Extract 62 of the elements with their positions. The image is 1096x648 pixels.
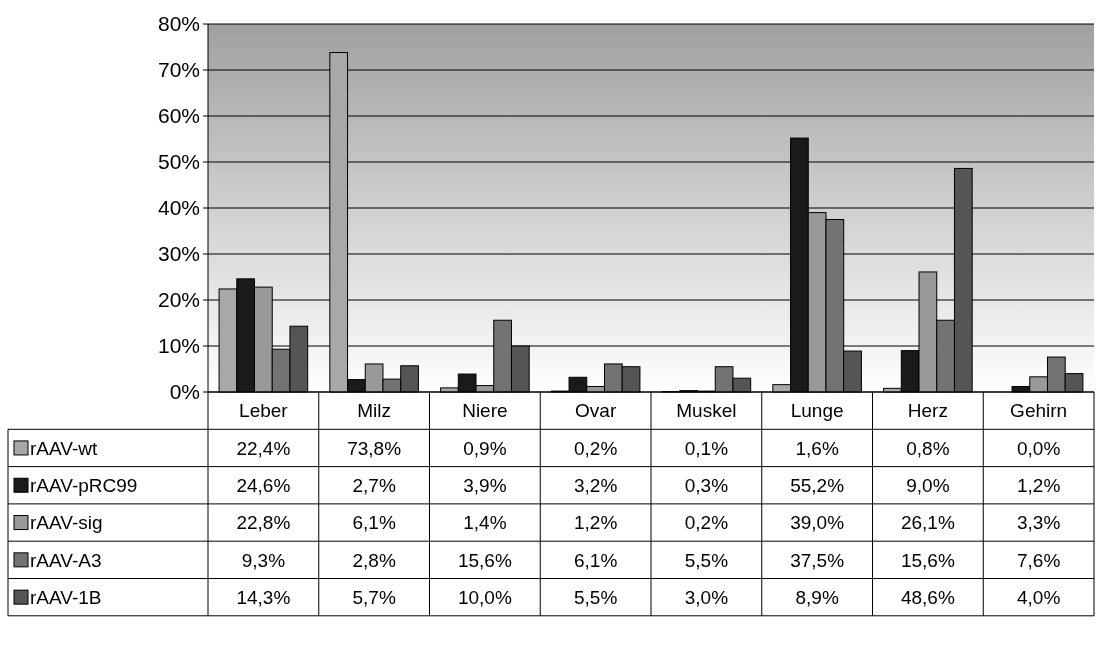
data-label: 0,2%: [573, 437, 618, 459]
data-label: 0,1%: [684, 437, 729, 459]
data-label: 15,6%: [457, 549, 512, 571]
legend-label: rAAV-sig: [30, 512, 103, 534]
data-label: 3,9%: [463, 474, 507, 496]
data-label: 0,3%: [684, 474, 729, 496]
data-label: 3,0%: [684, 586, 729, 608]
x-tick-label: Leber: [239, 400, 289, 422]
legend-label: rAAV-pRC99: [30, 474, 138, 496]
data-label: 48,6%: [900, 586, 955, 608]
data-label: 39,0%: [790, 512, 845, 534]
x-tick-label: Lunge: [790, 400, 844, 422]
y-tick-label: 0%: [169, 380, 200, 404]
data-label: 9,3%: [241, 549, 286, 571]
legend-label: rAAV-wt: [30, 437, 98, 459]
x-tick-label: Muskel: [676, 400, 737, 422]
data-label: 2,7%: [352, 474, 396, 496]
data-label: 0,9%: [463, 437, 507, 459]
data-label: 7,6%: [1016, 549, 1061, 571]
y-tick-label: 70%: [157, 58, 200, 82]
y-tick-label: 80%: [157, 12, 200, 36]
data-label: 15,6%: [900, 549, 955, 571]
x-tick-label: Herz: [907, 400, 948, 422]
data-label: 0,8%: [906, 437, 950, 459]
data-label: 3,3%: [1016, 512, 1061, 534]
y-tick-label: 50%: [157, 150, 200, 174]
data-label: 55,2%: [790, 474, 845, 496]
data-label: 3,2%: [573, 474, 618, 496]
x-tick-label: Gehirn: [1010, 400, 1068, 422]
legend-label: rAAV-A3: [30, 549, 102, 571]
data-label: 9,0%: [906, 474, 950, 496]
data-label: 6,1%: [573, 549, 618, 571]
data-label: 5,5%: [573, 586, 618, 608]
x-tick-label: Ovar: [575, 400, 617, 422]
data-label: 2,8%: [352, 549, 396, 571]
x-tick-label: Niere: [462, 400, 508, 422]
data-label: 0,0%: [1016, 437, 1061, 459]
data-label: 26,1%: [900, 512, 955, 534]
data-label: 5,5%: [684, 549, 729, 571]
x-tick-label: Milz: [357, 400, 392, 422]
data-label: 8,9%: [795, 586, 839, 608]
data-label: 14,3%: [236, 586, 291, 608]
legend-label: rAAV-1B: [30, 586, 102, 608]
data-label: 6,1%: [352, 512, 396, 534]
data-label: 22,8%: [236, 512, 291, 534]
data-label: 37,5%: [790, 549, 845, 571]
data-label: 1,4%: [463, 512, 507, 534]
data-label: 5,7%: [352, 586, 396, 608]
y-tick-label: 40%: [157, 196, 200, 220]
data-label: 1,2%: [1016, 474, 1061, 496]
data-label: 1,2%: [573, 512, 618, 534]
data-label: 22,4%: [236, 437, 291, 459]
data-label: 73,8%: [347, 437, 402, 459]
data-label: 0,2%: [684, 512, 729, 534]
data-label: 24,6%: [236, 474, 291, 496]
y-tick-label: 10%: [157, 334, 200, 358]
y-tick-label: 60%: [157, 104, 200, 128]
data-label: 4,0%: [1016, 586, 1061, 608]
data-label: 1,6%: [795, 437, 839, 459]
y-tick-label: 20%: [157, 288, 200, 312]
data-label: 10,0%: [457, 586, 512, 608]
y-tick-label: 30%: [157, 242, 200, 266]
